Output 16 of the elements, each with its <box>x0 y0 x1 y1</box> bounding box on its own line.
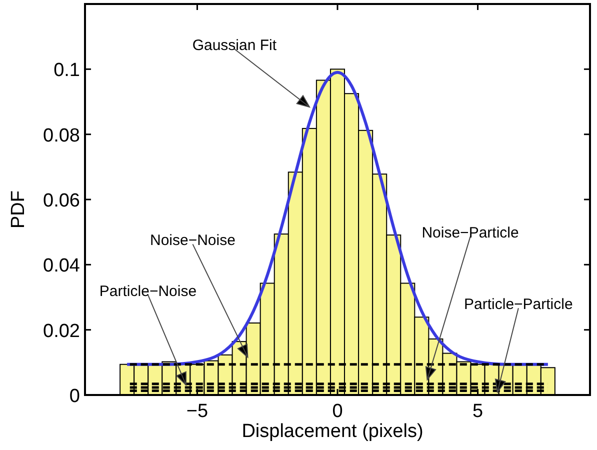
y-tick-label: 0.02 <box>43 320 80 342</box>
annotation: Particle−Particle <box>464 296 573 314</box>
x-tick-label: −5 <box>186 401 208 422</box>
x-tick-label: 0 <box>332 401 343 422</box>
y-tick-label: 0 <box>69 386 80 407</box>
y-tick-label: 0.06 <box>43 190 80 212</box>
annotation: Particle−Noise <box>99 282 197 300</box>
annotation: Noise−Noise <box>150 232 236 250</box>
x-axis-title: Displacement (pixels) <box>242 421 424 442</box>
annotation: Noise−Particle <box>422 224 519 242</box>
y-tick-label: 0.04 <box>43 256 80 277</box>
y-tick-label: 0.1 <box>54 60 80 82</box>
x-tick-label: 5 <box>472 401 484 422</box>
annotation: Gaussian Fit <box>192 36 278 54</box>
y-tick-label: 0.08 <box>43 125 80 146</box>
y-axis-title: PDF <box>8 190 29 228</box>
